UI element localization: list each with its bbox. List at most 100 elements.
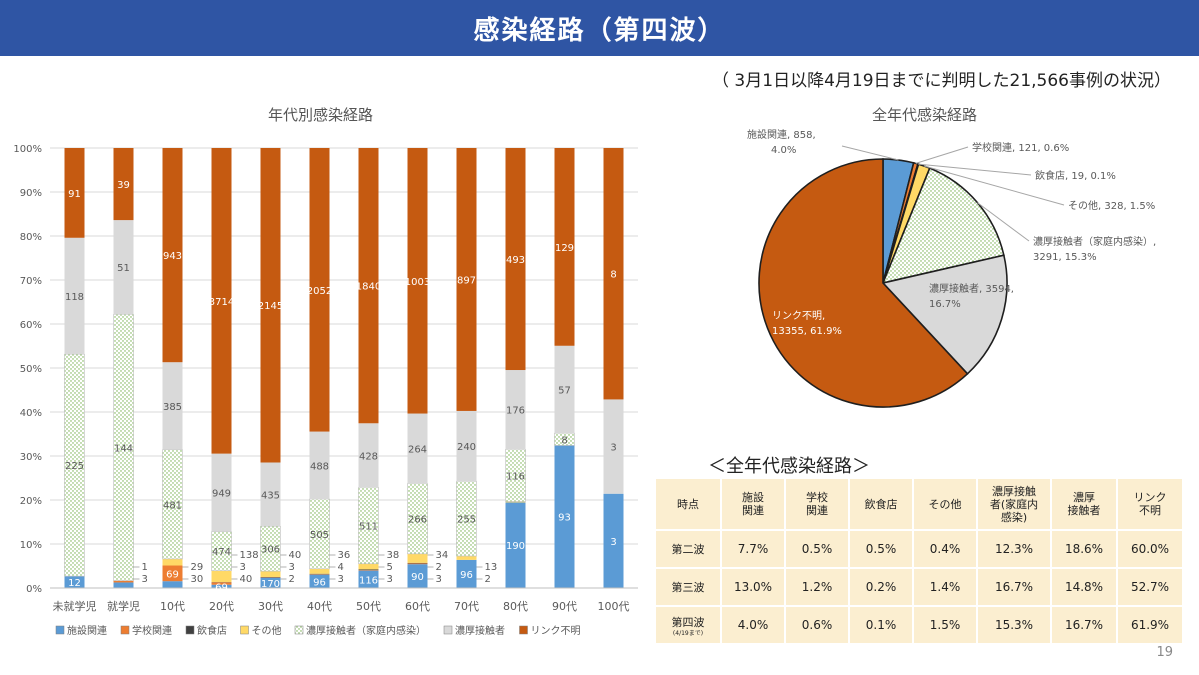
x-tick-label: 30代 [258,600,283,613]
table-cell: 15.3% [976,605,1052,645]
table-cell: 14.8% [1050,567,1118,607]
table-cell: 1.2% [784,567,850,607]
bar-segment [64,237,85,355]
legend-label: 施設関連 [67,624,107,637]
bar-data-label: 3 [610,537,616,548]
bar-segment [358,569,379,571]
bar-data-label: 493 [506,255,525,266]
bar-data-label: 1840 [356,282,381,293]
bar-data-label: 116 [359,575,378,586]
callout-label: 36 [338,550,351,561]
bar-segment [260,577,281,588]
bar-segment [456,148,477,411]
bar-segment [113,148,134,221]
pie-leader-line [915,146,969,164]
table-cell: 0.2% [848,567,914,607]
bar-data-label: 481 [163,500,182,511]
pie-data-label: リンク不明, [772,310,825,322]
y-tick-label: 90% [20,188,42,199]
bar-segment [113,580,134,583]
bar-segment [407,553,428,563]
row-label-text: 第二波 [671,543,705,556]
callout-label: 30 [191,574,204,585]
legend-swatch [519,625,528,635]
bar-segment [211,453,232,532]
pie-data-label: 濃厚接触者（家庭内感染）, [1033,235,1156,248]
bar-data-label: 488 [310,461,329,472]
y-tick-label: 30% [20,452,42,463]
bar-segment [260,462,281,527]
bar-segment [162,148,183,363]
x-tick-label: 90代 [552,600,577,613]
table-cell: 1.4% [912,567,978,607]
bar-segment [358,148,379,424]
pie-data-label: 16.7% [929,299,961,310]
table-row: 第三波 13.0% 1.2% 0.2% 1.4% 16.7% 14.8% 52.7% [654,567,1184,607]
bar-data-label: 176 [506,406,525,417]
bar-data-label: 144 [114,443,133,454]
pie-data-label: 飲食店, 19, 0.1% [1035,169,1116,182]
y-tick-label: 10% [20,540,42,551]
callout-label: 3 [387,574,393,585]
bar-segment [456,556,477,560]
table-cell: 61.9% [1116,605,1184,645]
x-tick-label: 100代 [598,600,630,613]
legend-label: 濃厚接触者（家庭内感染） [306,624,426,637]
x-tick-label: 未就学児 [53,599,97,613]
table-header-cell: 濃厚 接触者 [1050,477,1118,531]
x-tick-label: 40代 [307,600,332,613]
pie-data-label: 施設関連, 858, [747,128,816,141]
bar-data-label: 435 [261,490,280,501]
callout-label: 3 [142,574,148,585]
table-row-label: 第四波 (4/19まで) [654,605,722,645]
bar-segment [505,501,526,503]
bar-chart-title: 年代別感染経路 [268,106,374,124]
legend-label: リンク不明 [531,625,581,637]
bar-segment [554,148,575,346]
callout-label: 3 [436,574,442,585]
bar-segment [309,573,330,575]
bar-segment [456,410,477,482]
table-cell: 13.0% [720,567,786,607]
summary-table: 時点 施設 関連 学校 関連 飲食店 その他 濃厚接触 者(家庭内 感染) 濃厚 接触者 リン… [654,477,1184,645]
bar-data-label: 170 [261,579,280,590]
bar-data-label: 511 [359,522,378,533]
y-tick-label: 70% [20,276,42,287]
bar-data-label: 897 [457,275,476,286]
bar-segment [505,370,526,450]
bar-segment [211,582,232,585]
bar-segment [309,568,330,574]
bar-segment [358,563,379,570]
callout-label: 1 [142,562,148,573]
bar-data-label: 3 [610,443,616,454]
bar-segment [358,570,379,588]
y-tick-label: 60% [20,320,42,331]
callout-label: 3 [289,562,295,573]
pie-leader-line [918,163,1032,176]
bar-segment [309,431,330,500]
pie-slice [881,254,1008,375]
bar-data-label: 428 [359,451,378,462]
table-header-cell: リンク 不明 [1116,477,1184,531]
bar-segment [603,148,624,400]
bar-segment [260,148,281,463]
pie-leader-line [924,165,1065,206]
table-cell: 0.5% [784,529,850,569]
bar-data-label: 240 [457,442,476,453]
stacked-bar-chart: 0% 10% 20% 30% 40% 50% 60% 70% 80% 90% 100% 未就学児 就学児… [13,144,638,637]
x-tick-label: 20代 [209,600,234,613]
legend-swatch [55,625,65,635]
pie-chart: 施設関連, 858, 4.0% 学校関連, 121, 0.6% 飲食店, 19, 0.… [747,128,1156,408]
legend-label: 学校関連 [132,624,172,637]
legend-swatch [240,625,249,635]
bar-segment [505,148,526,371]
pie-data-label: その他, 328, 1.5% [1068,199,1155,212]
pie-chart-title: 全年代感染経路 [872,106,978,124]
legend-label: 飲食店 [197,624,227,637]
bar-data-label: 8 [610,270,616,281]
table-cell: 16.7% [1050,605,1118,645]
table-row: 第二波 7.7% 0.5% 0.5% 0.4% 12.3% 18.6% 60.0% [654,529,1184,569]
callout-label: 4 [338,562,344,573]
bar-data-label: 190 [506,541,525,552]
bar-segment [554,345,575,434]
